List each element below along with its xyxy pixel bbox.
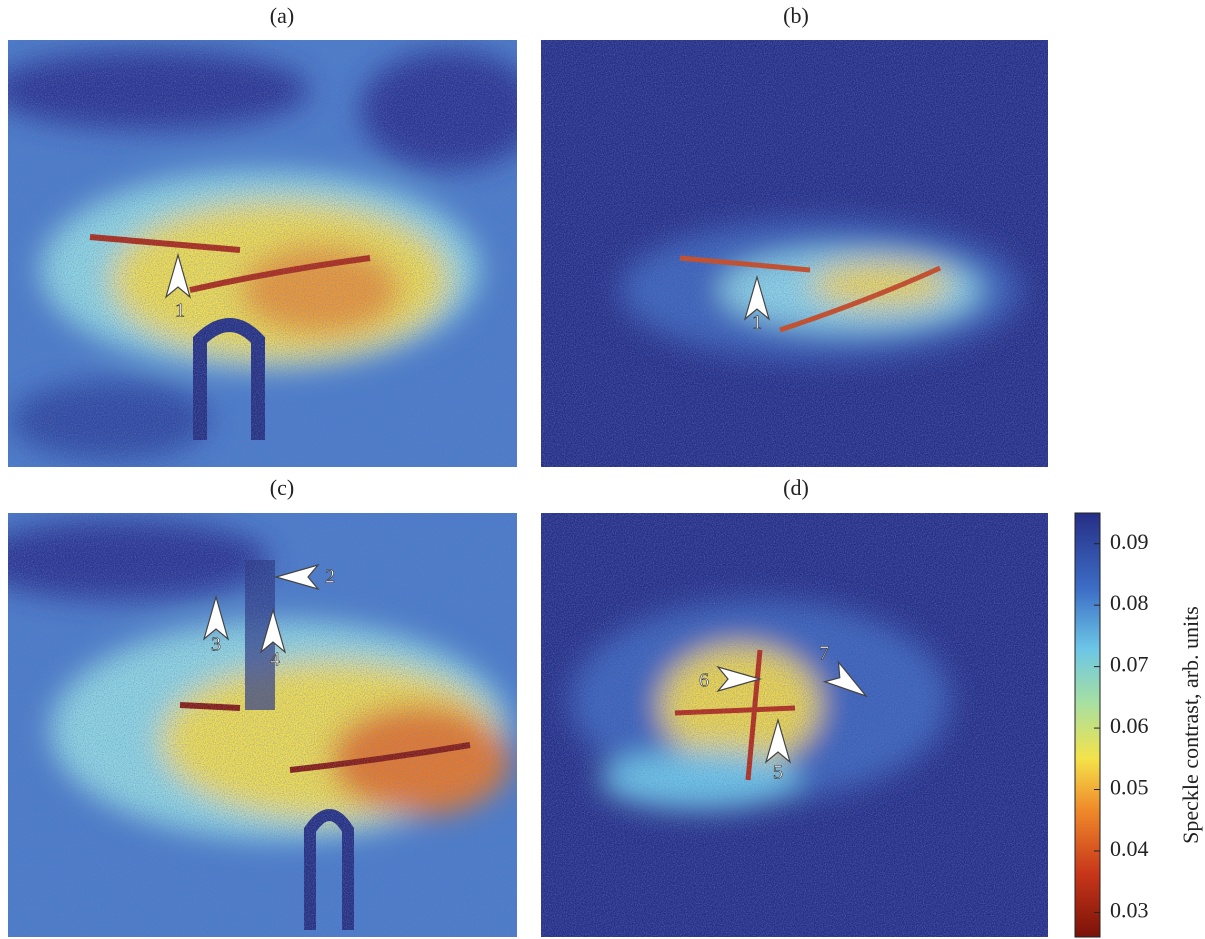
- marker-number: 2: [325, 566, 335, 588]
- figure: (a) (b) (c) (d) 1 1 2 3 4 6 7 5 Speckle …: [0, 0, 1205, 939]
- colorbar-tick-label: 0.03: [1110, 897, 1149, 922]
- colorbar-tick-label: 0.04: [1110, 836, 1149, 861]
- marker-number: 7: [819, 643, 829, 665]
- image-d: [541, 513, 1048, 937]
- image-b: [541, 40, 1048, 467]
- marker-number: 6: [699, 670, 709, 692]
- panel-label: (b): [783, 3, 809, 28]
- colorbar-label: Speckle contrast, arb. units: [1178, 606, 1203, 844]
- marker-number: 3: [211, 634, 221, 656]
- colorbar-tick-label: 0.07: [1110, 652, 1149, 677]
- colorbar-tick-label: 0.05: [1110, 775, 1149, 800]
- colorbar-tick-label: 0.08: [1110, 590, 1149, 615]
- panel-label: (a): [270, 3, 294, 28]
- marker-number: 5: [773, 762, 783, 784]
- image-a: [0, 40, 540, 467]
- marker-number: 4: [270, 649, 280, 671]
- panel-label: (d): [783, 475, 809, 500]
- panel-label: (c): [270, 475, 294, 500]
- colorbar-tick-label: 0.06: [1110, 713, 1149, 738]
- marker-number: 1: [752, 312, 762, 334]
- colorbar: [1075, 513, 1100, 937]
- colorbar-tick-label: 0.09: [1110, 529, 1149, 554]
- image-c: [0, 513, 517, 937]
- marker-number: 1: [175, 300, 185, 322]
